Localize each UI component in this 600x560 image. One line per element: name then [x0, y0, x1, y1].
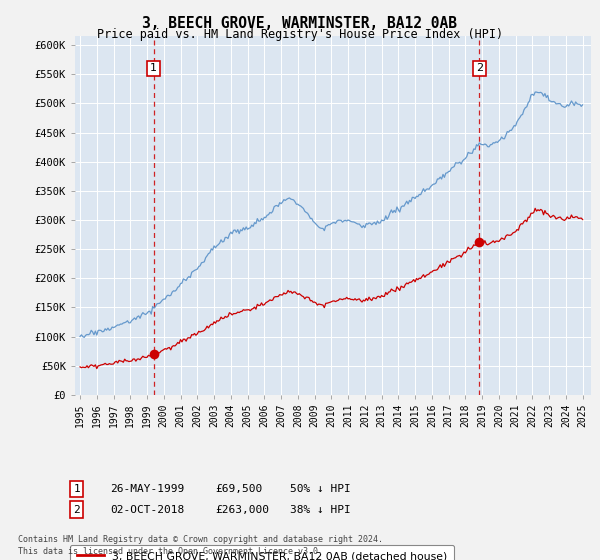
Text: 50% ↓ HPI: 50% ↓ HPI	[290, 484, 350, 494]
Text: 1: 1	[150, 63, 157, 73]
Text: This data is licensed under the Open Government Licence v3.0.: This data is licensed under the Open Gov…	[18, 547, 323, 556]
Text: 2: 2	[476, 63, 483, 73]
Text: 26-MAY-1999: 26-MAY-1999	[110, 484, 184, 494]
Text: £263,000: £263,000	[215, 505, 269, 515]
Text: 3, BEECH GROVE, WARMINSTER, BA12 0AB: 3, BEECH GROVE, WARMINSTER, BA12 0AB	[143, 16, 458, 31]
Text: Price paid vs. HM Land Registry's House Price Index (HPI): Price paid vs. HM Land Registry's House …	[97, 28, 503, 41]
Text: 2: 2	[73, 505, 80, 515]
Legend: 3, BEECH GROVE, WARMINSTER, BA12 0AB (detached house), HPI: Average price, detac: 3, BEECH GROVE, WARMINSTER, BA12 0AB (de…	[70, 544, 454, 560]
Text: 1: 1	[73, 484, 80, 494]
Text: £69,500: £69,500	[215, 484, 262, 494]
Text: 38% ↓ HPI: 38% ↓ HPI	[290, 505, 350, 515]
Text: Contains HM Land Registry data © Crown copyright and database right 2024.: Contains HM Land Registry data © Crown c…	[18, 535, 383, 544]
Text: 02-OCT-2018: 02-OCT-2018	[110, 505, 184, 515]
